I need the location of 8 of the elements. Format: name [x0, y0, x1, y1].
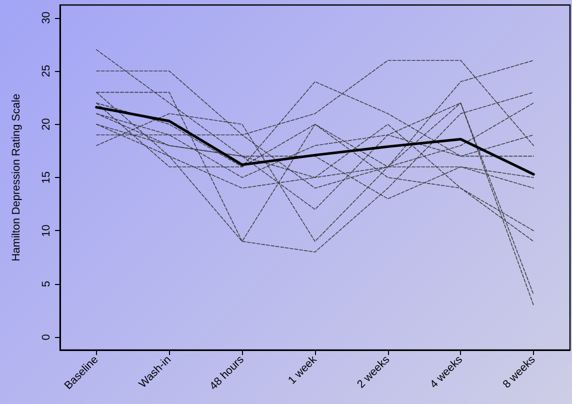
y-tick-label: 15	[40, 171, 52, 184]
y-tick-label: 0	[40, 334, 52, 340]
y-tick-label: 5	[40, 280, 52, 288]
y-tick-label: 30	[40, 12, 52, 24]
y-tick-label: 10	[40, 224, 52, 237]
y-tick-label: 20	[40, 118, 52, 130]
y-tick-label: 25	[40, 64, 52, 78]
y-axis-title: Hamilton Depression Rating Scale	[10, 94, 22, 262]
